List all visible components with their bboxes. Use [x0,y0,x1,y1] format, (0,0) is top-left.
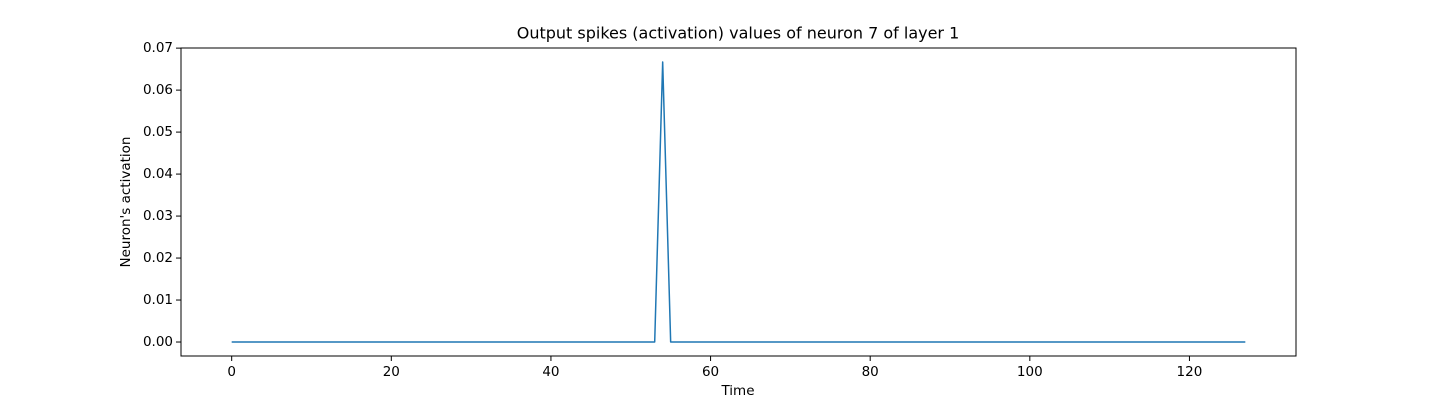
y-tick-label: 0.00 [143,334,173,350]
x-tick-label: 60 [702,364,719,380]
axes-frame [180,47,1297,357]
y-axis-label: Neuron's activation [118,137,134,268]
x-tick-label: 80 [862,364,879,380]
x-tick-label: 0 [227,364,236,380]
y-tick-label: 0.05 [143,124,173,140]
plot-area [231,61,1246,343]
y-tick-label: 0.02 [143,250,173,266]
chart-title: Output spikes (activation) values of neu… [517,24,960,43]
y-tick-label: 0.01 [143,292,173,308]
y-tick-label: 0.04 [143,166,173,182]
data-line [231,61,1246,343]
x-tick-label: 40 [542,364,559,380]
y-tick-label: 0.06 [143,82,173,98]
x-tick-label: 120 [1177,364,1203,380]
y-tick-label: 0.07 [143,40,173,56]
x-tick-label: 100 [1017,364,1043,380]
y-tick-label: 0.03 [143,208,173,224]
x-tick-label: 20 [383,364,400,380]
x-axis-label: Time [720,383,754,399]
